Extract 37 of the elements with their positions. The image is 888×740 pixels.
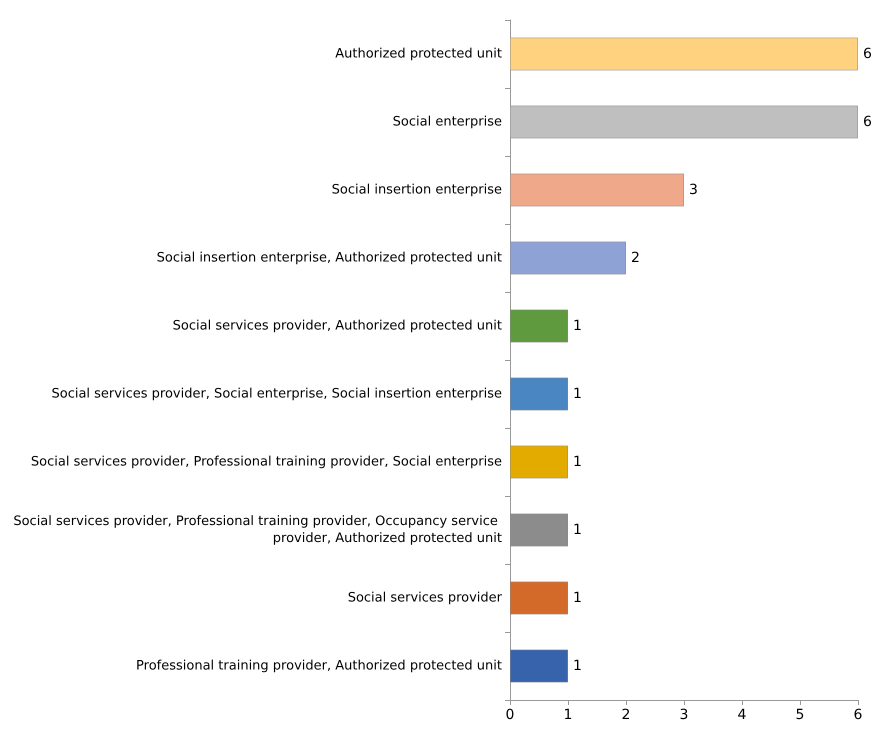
data-label: 1 bbox=[573, 522, 582, 538]
data-label: 1 bbox=[573, 454, 582, 470]
y-tick-label: Social services provider, Social enterprise, Social insertion enterprise bbox=[51, 386, 502, 402]
data-label: 6 bbox=[863, 114, 872, 130]
y-tick-label: Social insertion enterprise bbox=[332, 182, 502, 198]
data-label: 3 bbox=[689, 182, 698, 198]
y-tick-label: Social services provider, Professional training provider, Occupancy service provider, Authorized protected unit bbox=[13, 514, 502, 546]
x-tick-label: 0 bbox=[506, 707, 514, 723]
bar bbox=[510, 582, 568, 614]
bar bbox=[510, 446, 568, 478]
y-tick-label: Social insertion enterprise, Authorized protected unit bbox=[156, 250, 502, 266]
x-tick-label: 6 bbox=[854, 707, 863, 723]
bar bbox=[510, 38, 858, 70]
bar bbox=[510, 174, 684, 206]
y-tick-label: Social services provider bbox=[348, 590, 503, 606]
x-tick-label: 4 bbox=[738, 707, 747, 723]
data-label: 1 bbox=[573, 658, 582, 674]
y-tick-label: Social services provider, Professional training provider, Social enterprise bbox=[30, 454, 502, 470]
x-tick-label: 3 bbox=[680, 707, 688, 723]
bar bbox=[510, 242, 626, 274]
y-tick-label: Professional training provider, Authorized protected unit bbox=[136, 658, 502, 674]
bar bbox=[510, 310, 568, 342]
y-tick-label: Social services provider, Authorized protected unit bbox=[172, 318, 502, 334]
data-label: 1 bbox=[573, 590, 582, 606]
x-tick-label: 1 bbox=[564, 707, 572, 723]
data-label: 6 bbox=[863, 46, 872, 62]
data-label: 1 bbox=[573, 386, 582, 402]
data-label: 2 bbox=[631, 250, 640, 266]
bar bbox=[510, 650, 568, 682]
y-tick-label: Social enterprise bbox=[392, 114, 502, 130]
y-tick-label: Authorized protected unit bbox=[335, 46, 502, 62]
bar bbox=[510, 378, 568, 410]
bar bbox=[510, 514, 568, 546]
bar bbox=[510, 106, 858, 138]
x-tick-label: 2 bbox=[622, 707, 630, 723]
data-label: 1 bbox=[573, 318, 582, 334]
x-tick-label: 5 bbox=[796, 707, 804, 723]
